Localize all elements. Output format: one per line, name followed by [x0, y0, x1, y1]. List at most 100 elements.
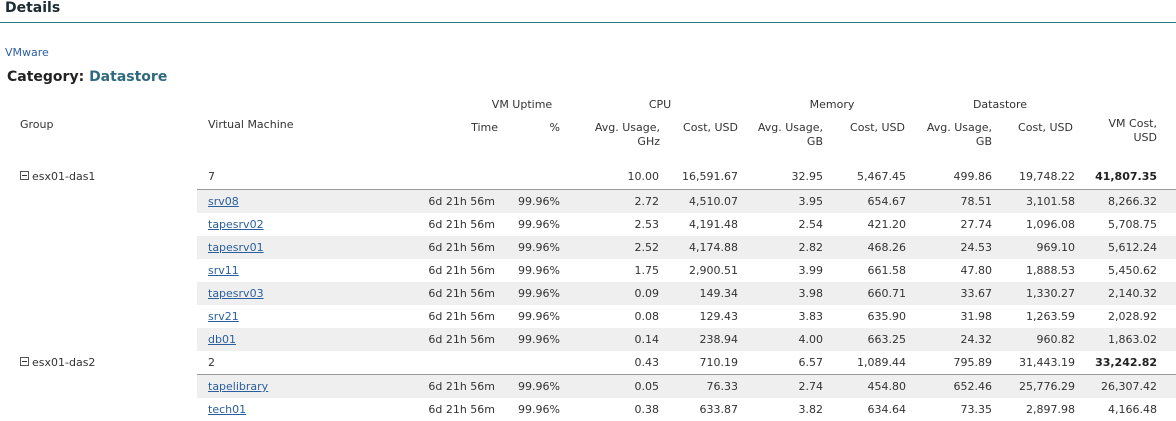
vm-total-cost: 5,450.62: [1108, 264, 1157, 277]
vm-mem-avg: 2.82: [798, 241, 824, 254]
vm-ds-cost: 1,263.59: [1026, 310, 1075, 323]
vm-link[interactable]: tapesrv01: [208, 241, 264, 254]
vendor-link[interactable]: VMware: [5, 46, 49, 59]
vm-uptime-percent: 99.96%: [518, 195, 560, 208]
vm-mem-avg: 3.82: [798, 403, 824, 416]
vm-cpu-cost: 149.34: [699, 287, 739, 300]
table-row: db01 6d 21h 56m 99.96% 0.14 238.94 4.00 …: [197, 328, 1176, 351]
category-label: Category:: [7, 69, 85, 85]
vm-link[interactable]: srv08: [208, 195, 239, 208]
vm-cpu-cost: 129.43: [699, 310, 739, 323]
header-datastore-avg-usage: Avg. Usage, GB: [926, 121, 992, 148]
vm-uptime-time: 6d 21h 56m: [428, 264, 495, 277]
table-row: tapelibrary 6d 21h 56m 99.96% 0.05 76.33…: [197, 375, 1176, 398]
header-vm-uptime: VM Uptime: [491, 98, 553, 111]
group-ds-cost: 19,748.22: [1019, 170, 1075, 183]
vm-mem-cost: 635.90: [867, 310, 907, 323]
header-uptime-time: Time: [471, 121, 498, 134]
header-virtual-machine: Virtual Machine: [208, 118, 294, 131]
header-memory-avg-usage: Avg. Usage, GB: [757, 121, 823, 148]
vm-mem-avg: 2.74: [798, 380, 824, 393]
vm-uptime-percent: 99.96%: [518, 241, 560, 254]
vm-total-cost: 5,708.75: [1108, 218, 1157, 231]
collapse-toggle-icon[interactable]: [20, 357, 29, 366]
header-cpu: CPU: [648, 98, 672, 111]
vm-ds-avg: 31.98: [960, 310, 993, 323]
table-row: srv11 6d 21h 56m 99.96% 1.75 2,900.51 3.…: [197, 259, 1176, 282]
vm-mem-avg: 3.98: [798, 287, 824, 300]
vm-mem-cost: 421.20: [867, 218, 907, 231]
category-heading: Category: Datastore: [7, 69, 167, 85]
vm-total-cost: 2,028.92: [1108, 310, 1157, 323]
vm-cpu-avg: 2.53: [634, 218, 660, 231]
vm-cpu-cost: 4,191.48: [689, 218, 738, 231]
group-mem-cost: 5,467.45: [857, 170, 906, 183]
vm-link[interactable]: srv11: [208, 264, 239, 277]
vm-cpu-cost: 4,174.88: [689, 241, 738, 254]
vm-ds-cost: 1,096.08: [1026, 218, 1075, 231]
vm-ds-avg: 78.51: [960, 195, 993, 208]
vm-ds-cost: 3,101.58: [1026, 195, 1075, 208]
vm-mem-avg: 3.95: [798, 195, 824, 208]
vm-mem-cost: 454.80: [867, 380, 907, 393]
table-row: tapesrv02 6d 21h 56m 99.96% 2.53 4,191.4…: [197, 213, 1176, 236]
vm-cpu-avg: 0.08: [634, 310, 660, 323]
vm-uptime-percent: 99.96%: [518, 264, 560, 277]
vm-uptime-time: 6d 21h 56m: [428, 195, 495, 208]
table-row: tech01 6d 21h 56m 99.96% 0.38 633.87 3.8…: [197, 398, 1176, 419]
group-mem-cost: 1,089.44: [857, 356, 906, 369]
table-row: srv08 6d 21h 56m 99.96% 2.72 4,510.07 3.…: [197, 190, 1176, 213]
vm-mem-cost: 468.26: [867, 241, 907, 254]
category-value: Datastore: [89, 69, 168, 85]
details-header: Details: [0, 0, 1176, 23]
vm-link[interactable]: tech01: [208, 403, 247, 416]
group-name: esx01-das2: [32, 356, 96, 369]
vm-mem-cost: 654.67: [867, 195, 907, 208]
vm-uptime-percent: 99.96%: [518, 403, 560, 416]
vm-uptime-percent: 99.96%: [518, 218, 560, 231]
vm-ds-cost: 25,776.29: [1019, 380, 1075, 393]
vm-mem-cost: 634.64: [867, 403, 907, 416]
vm-uptime-percent: 99.96%: [518, 310, 560, 323]
collapse-toggle-icon[interactable]: [20, 171, 29, 180]
vm-uptime-time: 6d 21h 56m: [428, 241, 495, 254]
table-row: srv21 6d 21h 56m 99.96% 0.08 129.43 3.83…: [197, 305, 1176, 328]
group-row: esx01-das1 7 10.00 16,591.67 32.95 5,467…: [0, 165, 1176, 188]
vm-ds-avg: 652.46: [953, 380, 993, 393]
vm-ds-cost: 2,897.98: [1026, 403, 1075, 416]
group-cpu-cost: 710.19: [699, 356, 739, 369]
vm-link[interactable]: tapesrv03: [208, 287, 264, 300]
vm-mem-avg: 3.83: [798, 310, 824, 323]
group-mem-avg: 32.95: [791, 170, 824, 183]
vm-link[interactable]: srv21: [208, 310, 239, 323]
vm-ds-avg: 24.53: [960, 241, 993, 254]
vm-uptime-time: 6d 21h 56m: [428, 333, 495, 346]
vm-cpu-avg: 2.52: [634, 241, 660, 254]
vm-mem-avg: 2.54: [798, 218, 824, 231]
header-uptime-percent: %: [549, 121, 560, 134]
vm-uptime-percent: 99.96%: [518, 287, 560, 300]
group-cpu-cost: 16,591.67: [682, 170, 738, 183]
header-group: Group: [20, 118, 54, 131]
header-memory-cost: Cost, USD: [850, 121, 905, 134]
vm-uptime-time: 6d 21h 56m: [428, 310, 495, 323]
vm-link[interactable]: tapelibrary: [208, 380, 269, 393]
vm-link[interactable]: tapesrv02: [208, 218, 264, 231]
vm-mem-cost: 660.71: [867, 287, 907, 300]
vm-cpu-cost: 4,510.07: [689, 195, 738, 208]
group-ds-avg: 795.89: [953, 356, 993, 369]
header-cpu-cost: Cost, USD: [683, 121, 738, 134]
group-ds-cost: 31,443.19: [1019, 356, 1075, 369]
vm-cpu-cost: 76.33: [706, 380, 739, 393]
vm-link[interactable]: db01: [208, 333, 236, 346]
vm-uptime-percent: 99.96%: [518, 380, 560, 393]
header-memory: Memory: [809, 98, 855, 111]
vm-total-cost: 2,140.32: [1108, 287, 1157, 300]
group-vm-cost: 41,807.35: [1095, 170, 1157, 183]
group-divider: [197, 374, 1176, 375]
vm-total-cost: 26,307.42: [1101, 380, 1157, 393]
group-vm-count: 2: [208, 356, 215, 369]
group-divider: [197, 189, 1176, 190]
vm-ds-avg: 27.74: [960, 218, 993, 231]
vm-mem-avg: 3.99: [798, 264, 824, 277]
